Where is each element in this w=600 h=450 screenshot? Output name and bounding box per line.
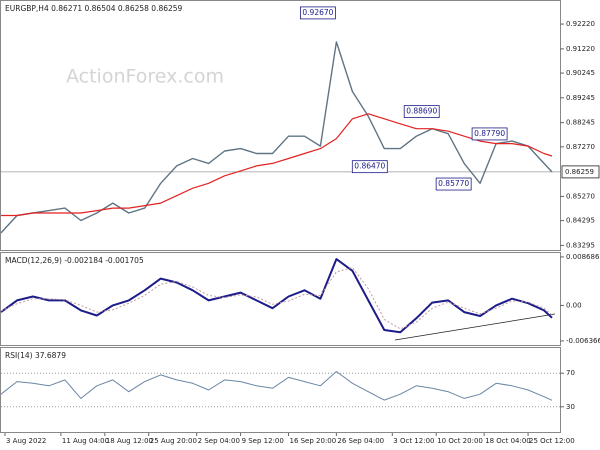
annotation-label: 0.85770: [438, 179, 469, 188]
x-tick-label: 25 Oct 12:00: [529, 437, 575, 445]
y-tick-label: 0.84295: [566, 217, 595, 225]
series-line: [1, 113, 553, 217]
annotation-box: [435, 177, 472, 191]
macd-panel-frame: [0, 252, 561, 346]
y-tick-label: 0.90245: [566, 69, 595, 77]
macd-trendline: [394, 313, 556, 341]
rsi-panel-frame: [0, 347, 561, 433]
series-line: [0, 267, 553, 330]
watermark: ActionForex.com: [66, 66, 224, 88]
y-tick-label: 30: [566, 403, 575, 411]
x-tick-label: 26 Sep 04:00: [337, 437, 384, 445]
y-tick-label: -0.006366: [566, 337, 600, 345]
annotation-label: 0.87790: [474, 129, 505, 138]
x-tick-label: 3 Oct 12:00: [393, 437, 434, 445]
x-tick-label: 10 Oct 20:00: [437, 437, 483, 445]
y-tick-label: 0.87270: [566, 143, 595, 151]
x-tick-label: 16 Sep 20:00: [289, 437, 336, 445]
y-tick-label: 0.89245: [566, 94, 595, 102]
y-tick-label: 0.92220: [566, 20, 595, 28]
annotation-label: 0.92670: [302, 8, 333, 17]
annotation-box: [471, 127, 508, 141]
y-tick-label: 0.88245: [566, 119, 595, 127]
panel-title: MACD(12,26,9) -0.002184 -0.001705: [5, 256, 144, 265]
annotation-box: [299, 6, 336, 20]
panel-title: RSI(14) 37.6879: [5, 351, 66, 360]
series-line: [0, 41, 553, 234]
last-price-box: [561, 165, 600, 179]
x-tick-label: 3 Aug 2022: [6, 437, 46, 445]
annotation-box: [403, 105, 440, 119]
x-tick-label: 25 Aug 20:00: [150, 437, 197, 445]
panel-title: EURGBP,H4 0.86271 0.86504 0.86258 0.8625…: [5, 4, 183, 13]
y-tick-label: 0.91220: [566, 45, 595, 53]
annotation-box: [351, 160, 388, 174]
y-tick-label: 0.008686: [566, 253, 600, 261]
x-tick-label: 18 Oct 04:00: [485, 437, 531, 445]
x-tick-label: 18 Aug 12:00: [106, 437, 153, 445]
x-tick-label: 11 Aug 04:00: [62, 437, 109, 445]
y-tick-label: 70: [566, 369, 575, 377]
annotation-label: 0.86470: [354, 162, 385, 171]
annotation-label: 0.88690: [406, 107, 437, 116]
y-tick-label: 0.83295: [566, 241, 595, 249]
price-panel-frame: [0, 0, 561, 251]
series-line: [0, 371, 553, 401]
x-tick-label: 2 Sep 04:00: [198, 437, 240, 445]
x-tick-label: 9 Sep 12:00: [242, 437, 284, 445]
y-tick-label: 0.85270: [566, 192, 595, 200]
last-price-label: 0.86259: [565, 168, 594, 176]
y-tick-label: 0.00: [566, 301, 582, 309]
